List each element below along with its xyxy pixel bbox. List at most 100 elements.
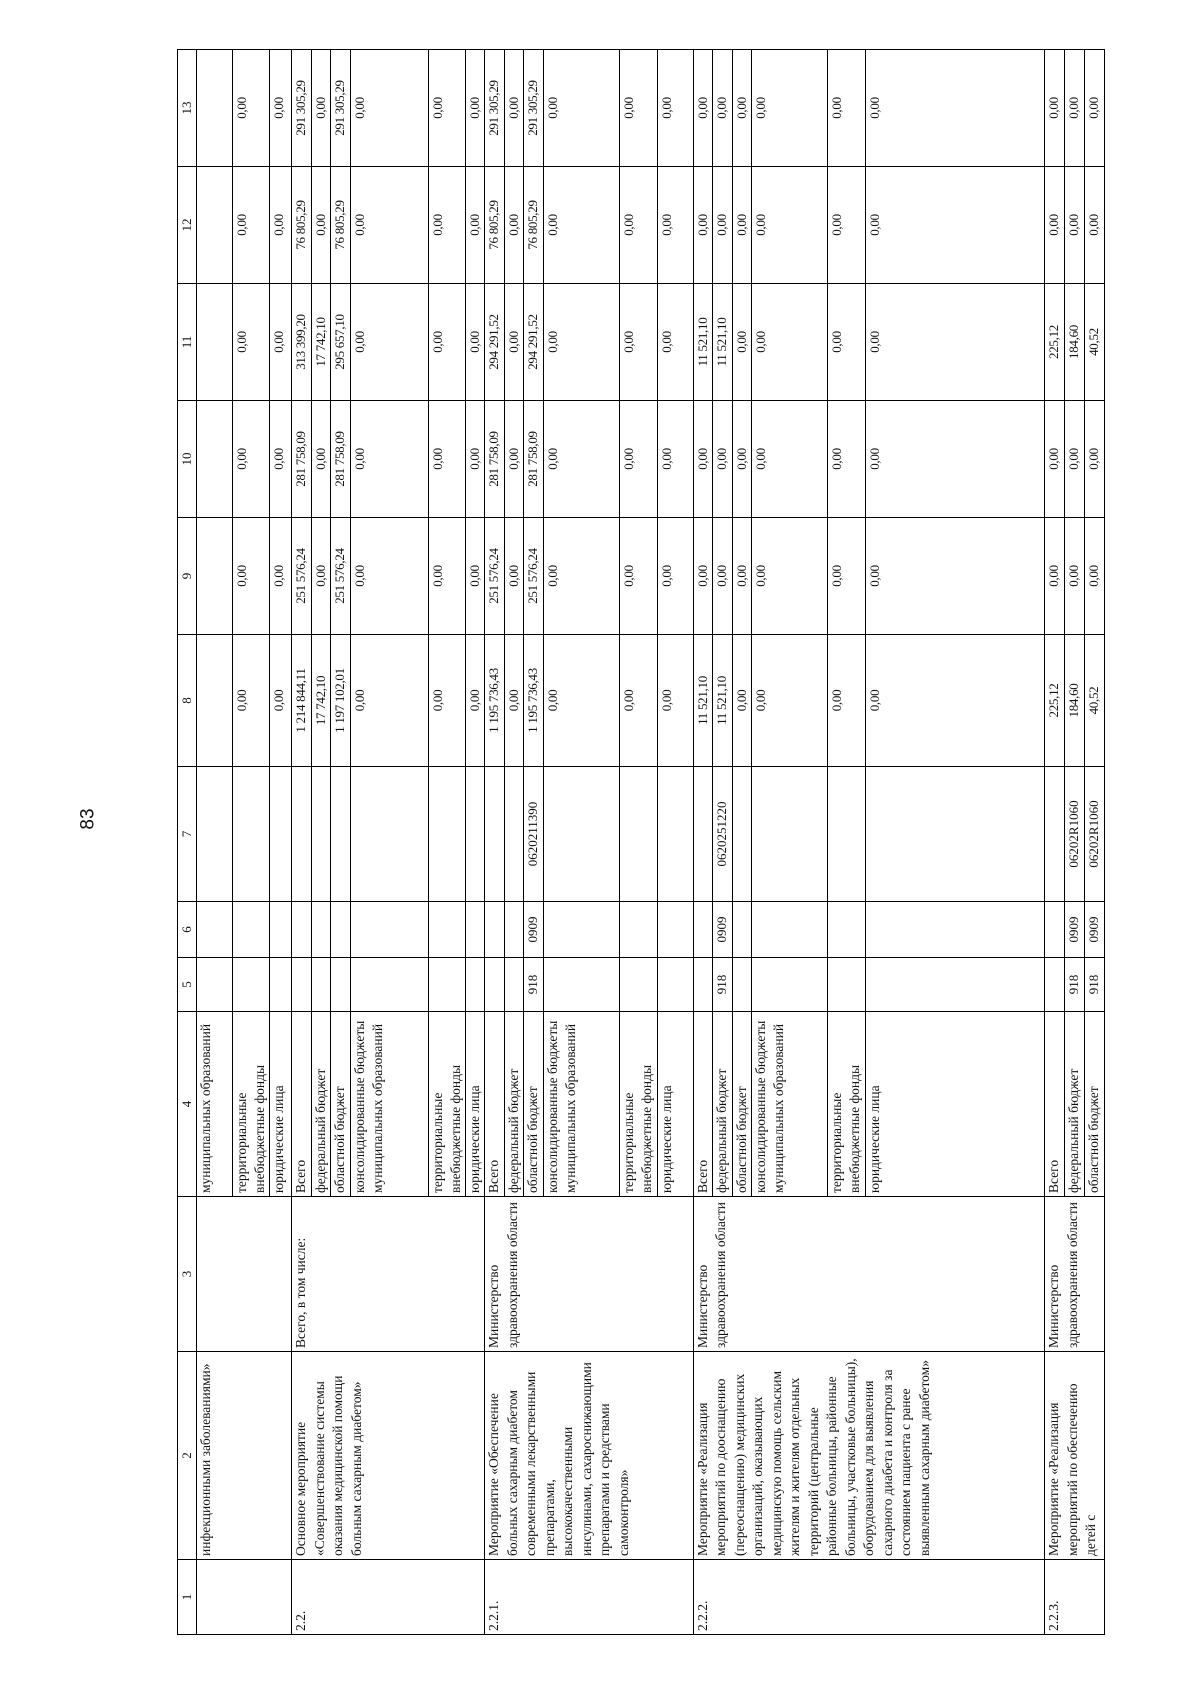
item-name: Мероприятие «Реализация мероприятий по д…: [693, 1351, 1045, 1560]
rzpr-code: [330, 901, 350, 958]
csr-code: [619, 766, 657, 902]
column-header: 5: [177, 957, 197, 1012]
csr-code: 0620211390: [523, 766, 543, 902]
amount-cell: 294 291,52: [523, 283, 543, 401]
amount-cell: 1 197 102,01: [330, 634, 350, 767]
page-number: 83: [77, 808, 99, 830]
grbs-code: [330, 957, 350, 1012]
amount-cell: 0,00: [428, 283, 465, 401]
amount-cell: 76 805,29: [291, 166, 311, 284]
csr-code: [269, 766, 292, 902]
grbs-code: [543, 957, 619, 1012]
grbs-code: [269, 957, 292, 1012]
amount-cell: 0,00: [350, 283, 428, 401]
funding-source: Всего: [291, 1011, 311, 1197]
amount-cell: 0,00: [543, 517, 619, 635]
rzpr-code: [428, 901, 465, 958]
table-row: 2.2. Основное мероприятие «Совершенствова…: [291, 49, 485, 1635]
rzpr-code: [543, 901, 619, 958]
table-body: 1 2 3 4 5 6 7 8 9 10 11 12 13 инфекционными заболеван…: [177, 49, 1105, 1635]
amount-cell: [196, 517, 233, 635]
amount-cell: 0,00: [1044, 49, 1065, 167]
amount-cell: 0,00: [619, 166, 657, 284]
amount-cell: 0,00: [712, 49, 732, 167]
amount-cell: 76 805,29: [484, 166, 504, 284]
amount-cell: 281 758,09: [523, 400, 543, 518]
funding-source: Всего: [693, 1011, 713, 1197]
amount-cell: 0,00: [1064, 517, 1085, 635]
csr-code: 06202R1060: [1064, 766, 1085, 902]
rzpr-code: [1044, 901, 1065, 958]
grbs-code: [619, 957, 657, 1012]
amount-cell: 0,00: [465, 517, 485, 635]
funding-source: территориальные внебюджетные фонды: [232, 1011, 270, 1197]
amount-cell: 0,00: [732, 283, 752, 401]
amount-cell: 0,00: [504, 634, 524, 767]
amount-cell: 0,00: [1084, 517, 1105, 635]
rzpr-code: [232, 901, 270, 958]
grbs-code: [657, 957, 693, 1012]
amount-cell: 0,00: [657, 49, 693, 167]
amount-cell: 0,00: [693, 400, 713, 518]
rzpr-code: [350, 901, 428, 958]
amount-cell: 0,00: [504, 166, 524, 284]
amount-cell: 0,00: [693, 166, 713, 284]
csr-code: [1044, 766, 1065, 902]
amount-cell: 0,00: [465, 166, 485, 284]
amount-cell: 291 305,29: [330, 49, 350, 167]
amount-cell: 0,00: [732, 517, 752, 635]
grbs-code: [693, 957, 713, 1012]
amount-cell: 0,00: [269, 49, 292, 167]
amount-cell: 0,00: [269, 400, 292, 518]
amount-cell: 0,00: [732, 634, 752, 767]
rzpr-code: [269, 901, 292, 958]
amount-cell: 0,00: [232, 166, 270, 284]
amount-cell: 0,00: [619, 400, 657, 518]
amount-cell: 0,00: [732, 49, 752, 167]
amount-cell: 0,00: [1044, 400, 1065, 518]
amount-cell: 0,00: [428, 49, 465, 167]
amount-cell: 0,00: [693, 517, 713, 635]
amount-cell: 0,00: [619, 517, 657, 635]
responsible-executor: Министерство здравоохранения области: [1044, 1196, 1105, 1352]
table-row: 2.2.2. Мероприятие «Реализация мероприяти…: [693, 49, 1045, 1635]
csr-code: [504, 766, 524, 902]
amount-cell: 0,00: [350, 400, 428, 518]
amount-cell: 0,00: [732, 166, 752, 284]
csr-code: [311, 766, 331, 902]
column-header: 8: [177, 634, 197, 767]
amount-cell: [196, 49, 233, 167]
column-header: 9: [177, 517, 197, 635]
amount-cell: 11 521,10: [693, 283, 713, 401]
amount-cell: 76 805,29: [523, 166, 543, 284]
amount-cell: 0,00: [350, 634, 428, 767]
funding-source: юридические лица: [657, 1011, 693, 1197]
amount-cell: 0,00: [465, 49, 485, 167]
amount-cell: 0,00: [311, 517, 331, 635]
amount-cell: 251 576,24: [330, 517, 350, 635]
amount-cell: 0,00: [504, 283, 524, 401]
grbs-code: [751, 957, 828, 1012]
funding-source: областной бюджет: [1084, 1011, 1105, 1197]
grbs-code: 918: [1084, 957, 1105, 1012]
csr-code: [232, 766, 270, 902]
amount-cell: [196, 283, 233, 401]
amount-cell: 40,52: [1084, 634, 1105, 767]
rzpr-code: [619, 901, 657, 958]
funding-source: территориальные внебюджетные фонды: [827, 1011, 866, 1197]
csr-code: [657, 766, 693, 902]
rzpr-code: [484, 901, 504, 958]
item-name: Основное мероприятие «Совершенствование …: [291, 1351, 485, 1560]
amount-cell: 0,00: [619, 49, 657, 167]
amount-cell: [196, 400, 233, 518]
amount-cell: 0,00: [504, 49, 524, 167]
rzpr-code: [657, 901, 693, 958]
column-header: 12: [177, 166, 197, 284]
amount-cell: 1 214 844,11: [291, 634, 311, 767]
amount-cell: 0,00: [827, 400, 866, 518]
funding-source: областной бюджет: [523, 1011, 543, 1197]
rzpr-code: 0909: [1064, 901, 1085, 958]
amount-cell: 0,00: [350, 49, 428, 167]
item-number: [196, 1559, 292, 1635]
responsible-executor: Министерство здравоохранения области: [484, 1196, 693, 1352]
